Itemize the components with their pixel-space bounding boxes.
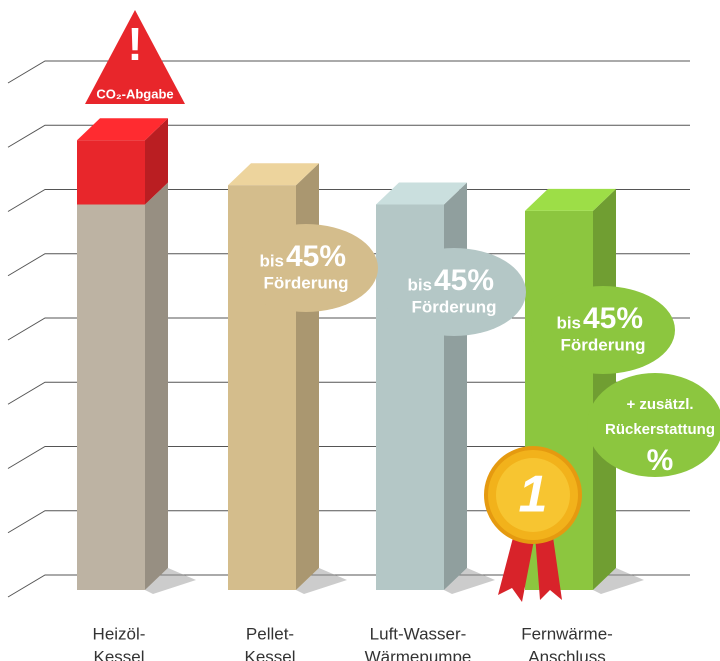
badge-label: Förderung [561, 335, 646, 354]
series-label: CO₂-Abgabe [96, 86, 173, 101]
warning-symbol: ! [127, 18, 142, 70]
badge-amount: 45% [583, 302, 643, 335]
badge-label: Förderung [412, 297, 497, 316]
x-tick-label: Wärmepumpe [365, 647, 472, 661]
bar-front [77, 140, 145, 204]
x-tick-label: Anschluss [528, 647, 605, 661]
bar-side [145, 183, 168, 591]
extra-badge-line: + zusätzl. [626, 396, 693, 413]
bar [77, 118, 168, 204]
extra-badge-line: % [647, 444, 674, 477]
badge-amount: 45% [434, 264, 494, 297]
x-tick-label: Heizöl- [93, 624, 146, 643]
x-tick-label: Kessel [244, 647, 295, 661]
badge-prefix: bis [556, 313, 581, 332]
medal-number: 1 [519, 466, 548, 524]
bar [376, 183, 467, 591]
x-tick-label: Luft-Wasser- [370, 624, 467, 643]
x-tick-label: Fernwärme- [521, 624, 613, 643]
badge-prefix: bis [259, 251, 284, 270]
badge-label: Förderung [264, 273, 349, 292]
badge-amount: 45% [286, 240, 346, 273]
bar-front [77, 205, 145, 591]
extra-badge-line: Rückerstattung [605, 421, 715, 438]
chart: Heizöl- Kessel Pellet- Kessel Luft-Wasser- Wä… [0, 0, 720, 661]
x-tick-label: Pellet- [246, 624, 294, 643]
bar-side [444, 183, 467, 591]
x-tick-label: Kessel [93, 647, 144, 661]
bar [77, 183, 168, 591]
badge-prefix: bis [407, 275, 432, 294]
